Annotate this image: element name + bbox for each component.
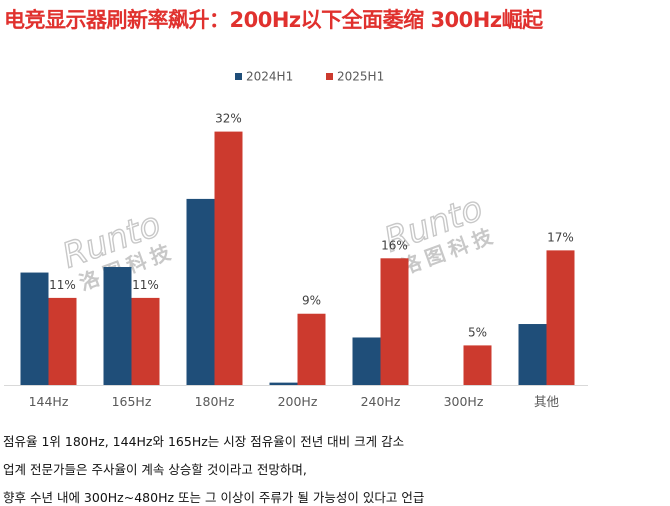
data-label-2025H1-165Hz: 11% [132, 278, 159, 292]
x-tick-label-其他: 其他 [534, 394, 560, 409]
caption-line-3: 향후 수년 내에 300Hz~480Hz 또는 그 이상이 주류가 될 가능성이… [3, 490, 425, 505]
data-label-2025H1-240Hz: 16% [381, 238, 408, 252]
legend-swatch-2024H1 [235, 73, 242, 80]
bar-2025H1-200Hz [297, 313, 326, 385]
x-tick-labels: 144Hz 165Hz 180Hz 200Hz 240Hz 300Hz 其他 [29, 394, 560, 409]
bar-2024H1-144Hz [20, 272, 49, 385]
x-tick-label-144Hz: 144Hz [29, 394, 69, 409]
legend-swatch-2025H1 [326, 73, 333, 80]
bar-2024H1-240Hz [352, 337, 381, 385]
bar-2025H1-144Hz [48, 297, 77, 385]
bar-2024H1-200Hz [269, 382, 298, 385]
bars-group: 11% 11% 32% 9% 16% 5% 17% [20, 112, 575, 385]
data-label-2025H1-200Hz: 9% [302, 294, 321, 308]
page-title: 电竞显示器刷新率飙升：200Hz以下全面萎缩 300Hz崛起 [4, 8, 543, 32]
legend-label-2024H1: 2024H1 [246, 70, 293, 84]
caption-line-1: 점유율 1위 180Hz, 144Hz와 165Hz는 시장 점유율이 전년 대… [3, 434, 405, 449]
data-label-2025H1-180Hz: 32% [215, 112, 242, 126]
bar-2025H1-165Hz [131, 297, 160, 385]
data-label-2025H1-144Hz: 11% [49, 278, 76, 292]
x-tick-label-165Hz: 165Hz [112, 394, 152, 409]
x-tick-label-200Hz: 200Hz [278, 394, 318, 409]
data-label-2025H1-其他: 17% [547, 230, 574, 244]
legend-label-2025H1: 2025H1 [337, 70, 384, 84]
x-tick-label-300Hz: 300Hz [444, 394, 484, 409]
bar-2024H1-180Hz [186, 198, 215, 385]
bar-2024H1-165Hz [103, 267, 132, 385]
data-label-2025H1-300Hz: 5% [468, 325, 487, 339]
bar-2025H1-180Hz [214, 131, 243, 385]
bar-2024H1-其他 [518, 324, 547, 385]
bar-2025H1-240Hz [380, 258, 409, 385]
chart-legend: 2024H1 2025H1 [235, 70, 384, 84]
bar-2025H1-其他 [546, 250, 575, 385]
caption-line-2: 업계 전문가들은 주사율이 계속 상승할 것이라고 전망하며, [3, 462, 307, 477]
x-tick-label-240Hz: 240Hz [361, 394, 401, 409]
x-tick-label-180Hz: 180Hz [195, 394, 235, 409]
bar-2025H1-300Hz [463, 345, 492, 385]
